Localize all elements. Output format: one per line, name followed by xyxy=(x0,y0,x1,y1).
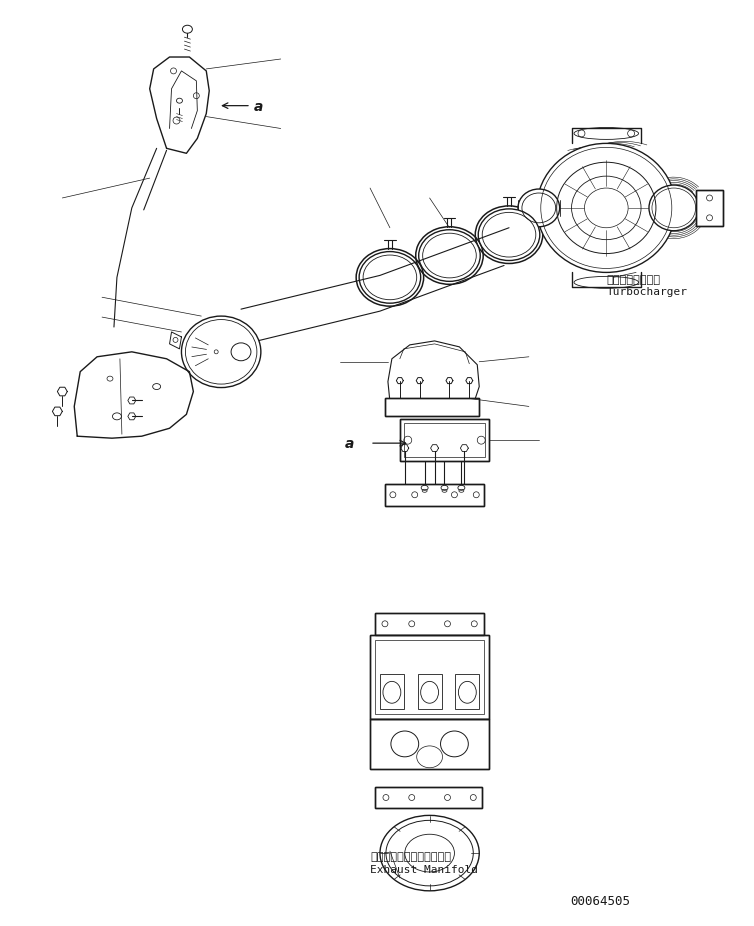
Bar xyxy=(418,674,442,709)
Ellipse shape xyxy=(518,189,559,227)
Bar xyxy=(404,423,485,457)
Bar xyxy=(370,720,489,769)
Ellipse shape xyxy=(182,316,261,388)
Bar xyxy=(370,634,489,720)
Ellipse shape xyxy=(537,144,676,272)
Ellipse shape xyxy=(359,252,421,303)
Text: Exhaust Manifold: Exhaust Manifold xyxy=(370,865,478,875)
Bar xyxy=(696,190,723,226)
Bar xyxy=(370,720,489,769)
Bar xyxy=(375,640,484,714)
Ellipse shape xyxy=(649,185,699,231)
Bar xyxy=(455,674,480,709)
Text: エキゾーストマニホールド: エキゾーストマニホールド xyxy=(370,852,451,862)
Bar xyxy=(370,634,489,720)
Text: 00064505: 00064505 xyxy=(571,895,630,907)
Bar xyxy=(375,613,484,634)
Text: a: a xyxy=(254,100,263,114)
Bar xyxy=(400,419,489,461)
Text: ターボチャージャ: ターボチャージャ xyxy=(606,275,661,285)
Ellipse shape xyxy=(380,816,480,891)
Bar xyxy=(696,190,723,226)
Ellipse shape xyxy=(418,230,480,282)
Bar xyxy=(375,786,483,808)
Bar xyxy=(385,484,484,506)
Bar xyxy=(385,398,480,417)
Bar xyxy=(385,484,484,506)
Bar xyxy=(400,419,489,461)
Text: Turbocharger: Turbocharger xyxy=(606,287,688,297)
Bar xyxy=(385,398,480,417)
Bar xyxy=(380,674,404,709)
Bar xyxy=(375,613,484,634)
Bar xyxy=(375,786,483,808)
Text: a: a xyxy=(345,437,354,451)
Ellipse shape xyxy=(478,209,540,260)
